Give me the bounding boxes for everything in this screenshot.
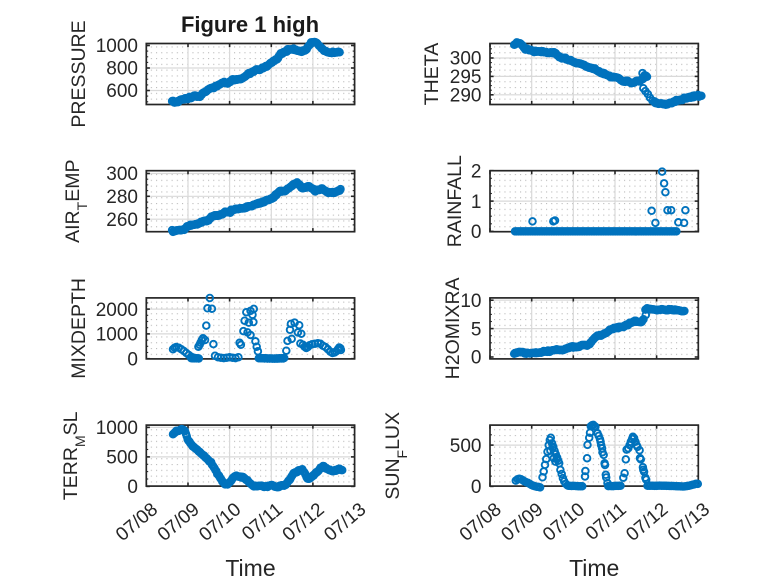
svg-text:1000: 1000 — [96, 418, 138, 439]
svg-text:Time: Time — [225, 555, 275, 581]
svg-text:0: 0 — [471, 477, 482, 498]
svg-text:290: 290 — [450, 86, 482, 107]
svg-text:300: 300 — [450, 49, 482, 70]
svg-text:2: 2 — [471, 161, 482, 182]
svg-text:H2OMIXRA: H2OMIXRA — [442, 277, 464, 379]
svg-text:280: 280 — [106, 187, 138, 208]
svg-text:10: 10 — [460, 291, 481, 312]
svg-text:260: 260 — [106, 210, 138, 231]
svg-text:600: 600 — [106, 81, 138, 102]
svg-text:AIRT​EMP: AIRT​EMP — [62, 160, 90, 243]
svg-text:MIXDEPTH: MIXDEPTH — [68, 278, 90, 379]
svg-text:THETA: THETA — [421, 43, 443, 105]
svg-text:1000: 1000 — [96, 36, 138, 57]
svg-text:TERRM​SL: TERRM​SL — [60, 411, 88, 500]
svg-text:1: 1 — [471, 192, 482, 213]
svg-text:0: 0 — [127, 477, 138, 498]
svg-text:Time: Time — [569, 555, 619, 581]
svg-text:0: 0 — [471, 222, 482, 243]
svg-text:5: 5 — [471, 319, 482, 340]
svg-text:295: 295 — [450, 67, 482, 88]
svg-text:800: 800 — [106, 59, 138, 80]
svg-text:SUNF​LUX: SUNF​LUX — [382, 412, 410, 500]
svg-text:1000: 1000 — [96, 325, 138, 346]
svg-text:2000: 2000 — [96, 300, 138, 321]
svg-text:500: 500 — [106, 448, 138, 469]
svg-text:0: 0 — [471, 348, 482, 369]
svg-text:300: 300 — [106, 164, 138, 185]
svg-text:PRESSURE: PRESSURE — [68, 20, 90, 127]
svg-text:RAINFALL: RAINFALL — [444, 155, 466, 247]
svg-text:Figure 1 high: Figure 1 high — [181, 12, 319, 37]
svg-text:500: 500 — [450, 436, 482, 457]
svg-text:0: 0 — [127, 349, 138, 370]
